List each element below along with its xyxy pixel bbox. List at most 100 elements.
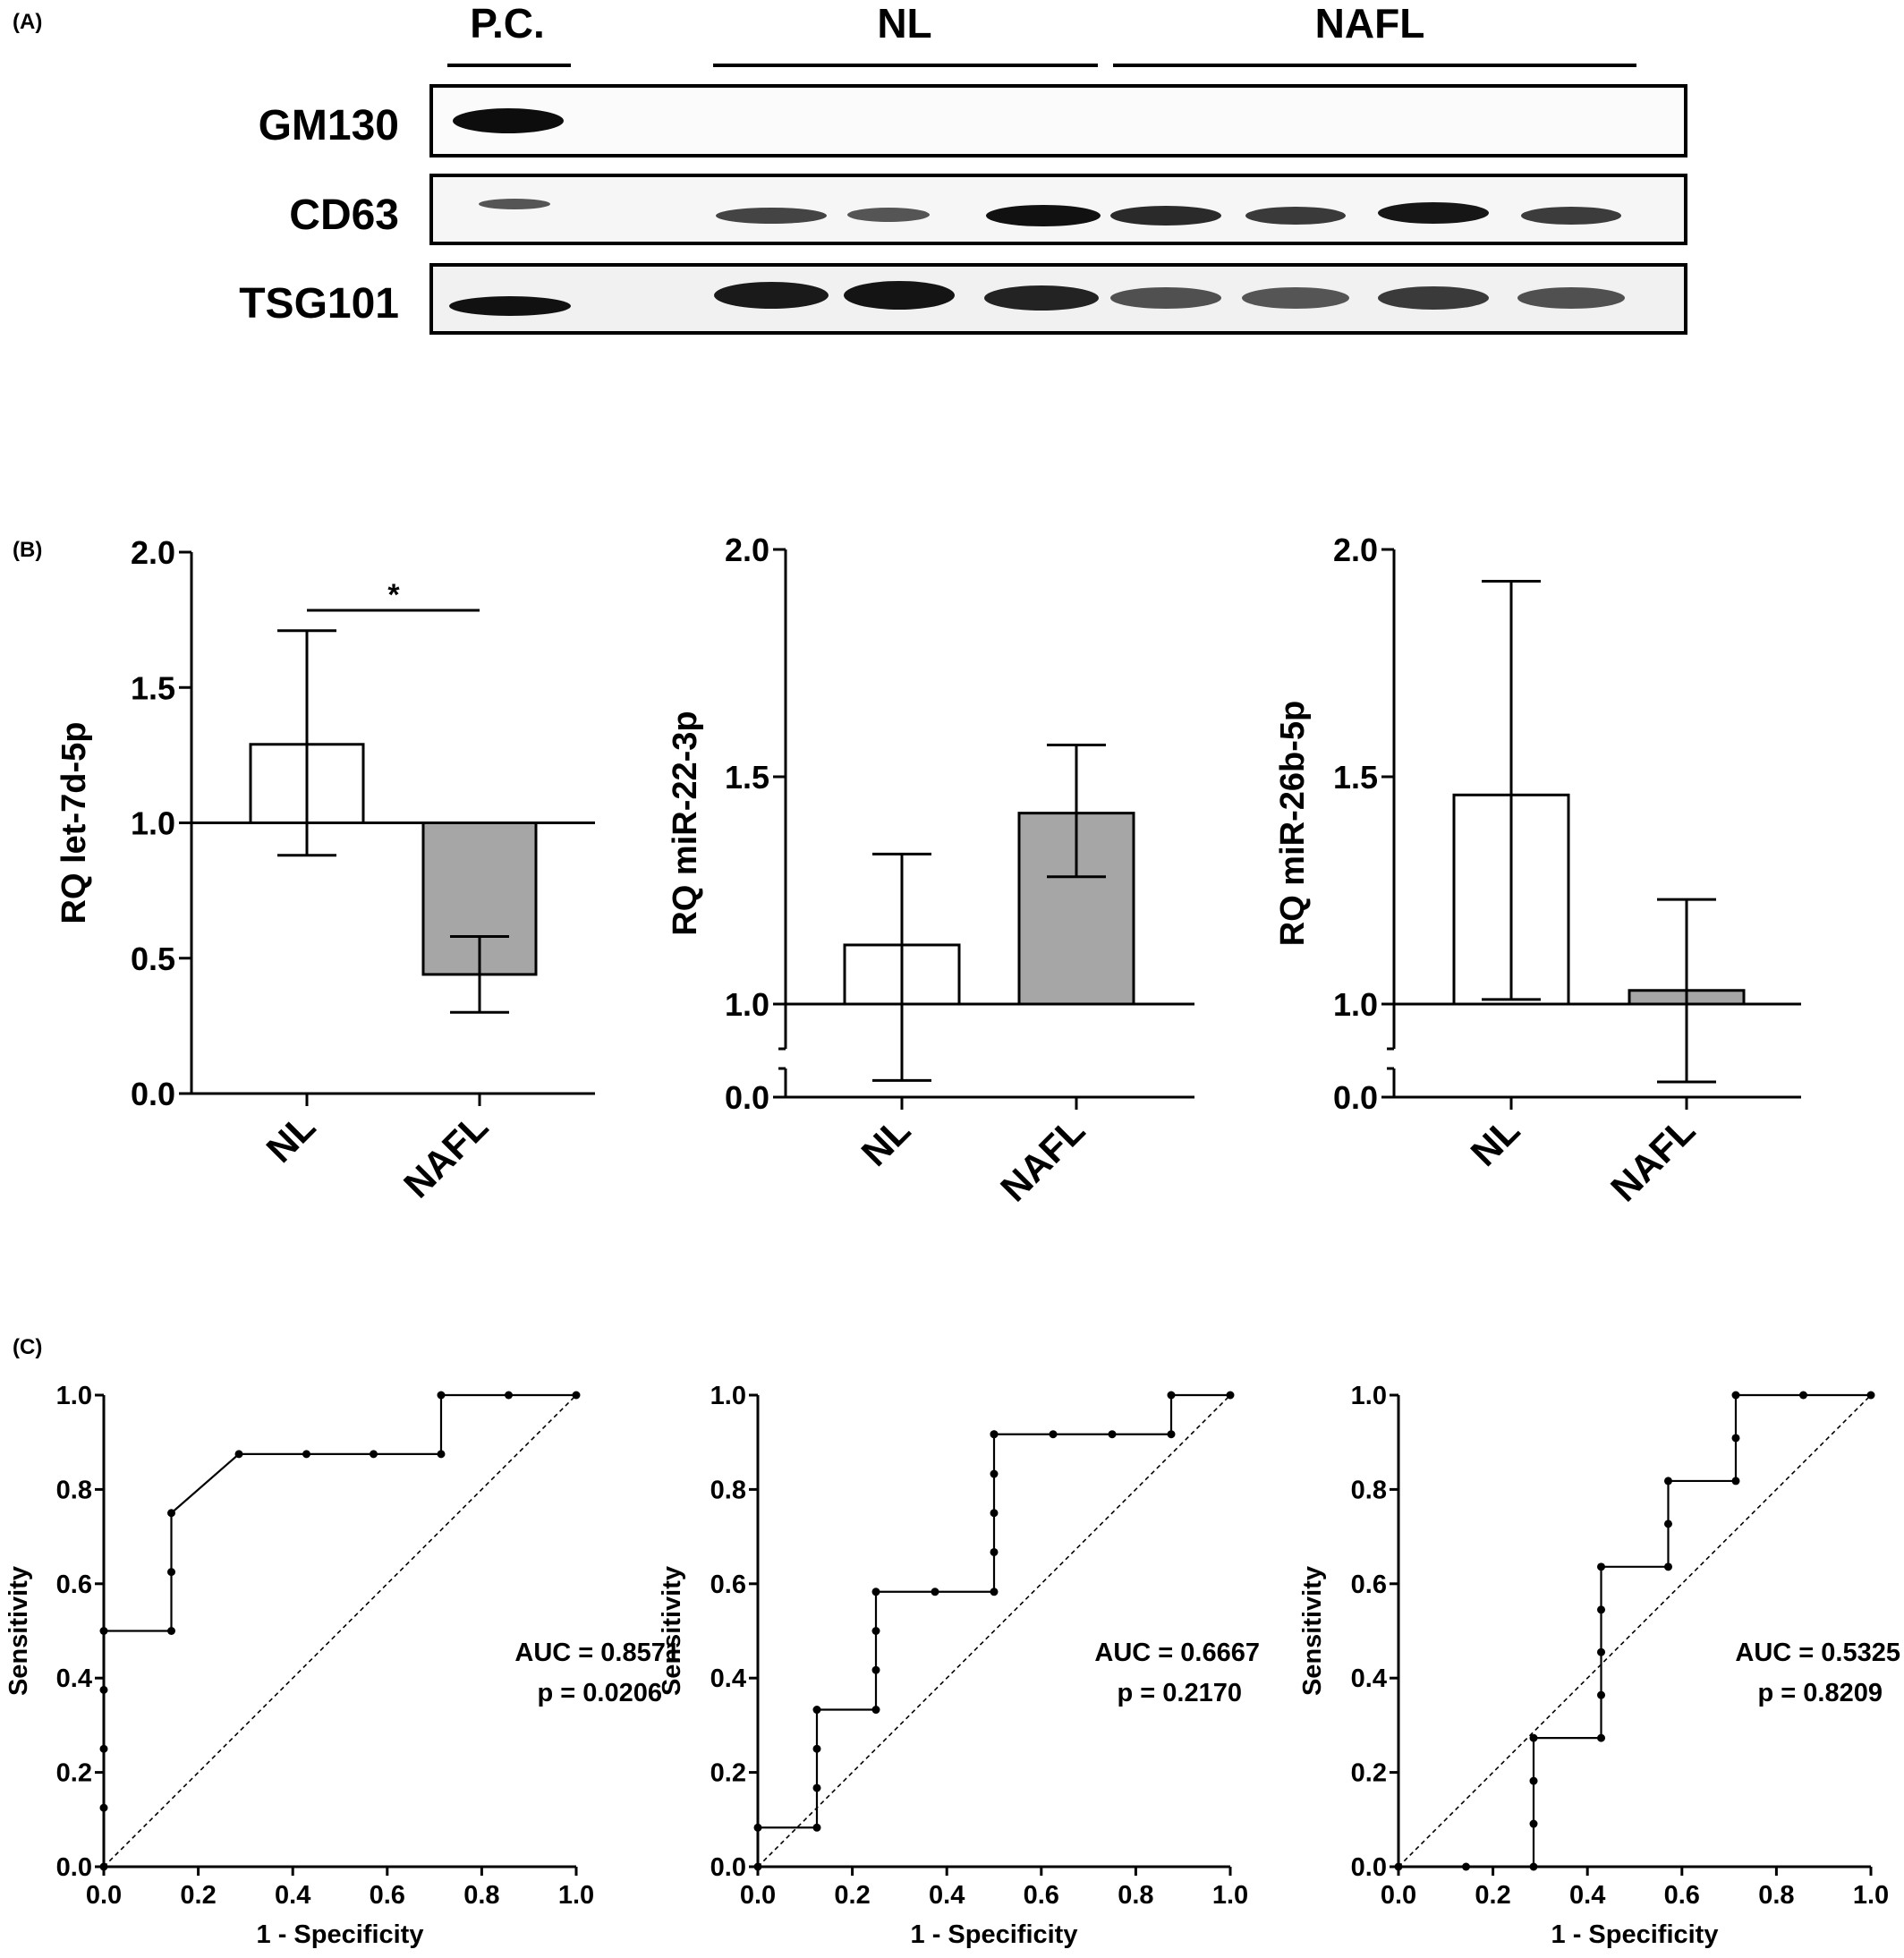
- x-tick-label: 0.0: [740, 1881, 776, 1910]
- roc-point: [1731, 1434, 1740, 1443]
- band: [1245, 207, 1346, 225]
- roc-point: [1167, 1430, 1176, 1439]
- band: [986, 205, 1101, 226]
- y-tick-label: 0.0: [710, 1853, 746, 1882]
- y-axis-title: RQ miR-22-3p: [667, 711, 704, 935]
- roc-point: [1663, 1520, 1672, 1528]
- roc-point: [1529, 1862, 1538, 1871]
- roc-point: [1798, 1391, 1807, 1400]
- y-tick-label: 0.0: [56, 1853, 92, 1882]
- blot-row-tsg101-label: TSG101: [239, 280, 399, 328]
- y-tick-label: 0.4: [710, 1664, 746, 1693]
- y-tick-label: 2.0: [1333, 532, 1378, 568]
- blot-strip-gm130: [429, 84, 1687, 157]
- auc-value-label: AUC = 0.6667: [1094, 1639, 1260, 1667]
- roc-point: [1226, 1391, 1235, 1400]
- roc-point: [871, 1588, 880, 1596]
- x-category-label: NAFL: [1602, 1109, 1703, 1209]
- roc-point: [572, 1391, 581, 1400]
- y-tick-label: 1.5: [131, 669, 175, 706]
- band: [1378, 286, 1489, 310]
- x-tick-label: 0.0: [86, 1881, 122, 1910]
- roc-point: [931, 1588, 939, 1596]
- roc-point: [871, 1627, 880, 1635]
- x-category-label: NL: [259, 1105, 324, 1171]
- roc-point: [812, 1744, 821, 1753]
- y-tick-label: 0.4: [56, 1664, 92, 1693]
- band: [984, 285, 1099, 311]
- x-tick-label: 0.6: [1024, 1881, 1059, 1910]
- y-tick-label: 1.0: [56, 1382, 92, 1410]
- x-tick-label: 0.0: [1381, 1881, 1416, 1910]
- roc-point: [1663, 1562, 1672, 1571]
- bar-chart-let-7d-5p: 0.0 0.5 1.0 1.5 2.0 NL NAFL RQ let-7d-5p *: [55, 534, 595, 1206]
- roc-point: [1167, 1391, 1176, 1400]
- x-tick-label: 0.2: [834, 1881, 870, 1910]
- x-tick-label: 1.0: [558, 1881, 594, 1910]
- y-tick-label: 0.6: [710, 1571, 746, 1599]
- y-tick-label: 0.4: [1351, 1664, 1387, 1693]
- roc-point: [99, 1685, 108, 1694]
- roc-point: [1529, 1733, 1538, 1742]
- y-tick-label: 1.0: [725, 986, 769, 1023]
- x-category-label: NL: [854, 1109, 919, 1174]
- y-tick-label: 0.2: [56, 1759, 92, 1788]
- roc-point: [1529, 1819, 1538, 1828]
- y-axis-title: RQ let-7d-5p: [55, 722, 93, 924]
- x-tick-label: 0.4: [929, 1881, 965, 1910]
- roc-point: [504, 1391, 513, 1400]
- x-tick-label: 0.2: [180, 1881, 216, 1910]
- blot-row-gm130-label: GM130: [259, 102, 399, 149]
- x-tick-label: 1.0: [1212, 1881, 1248, 1910]
- y-tick-label: 1.0: [710, 1382, 746, 1410]
- y-tick-label: 2.0: [131, 534, 175, 571]
- roc-point: [990, 1469, 999, 1478]
- x-tick-label: 0.6: [1664, 1881, 1700, 1910]
- roc-point: [167, 1568, 176, 1577]
- y-axis-title: Sensitivity: [658, 1566, 686, 1696]
- band: [1110, 206, 1221, 226]
- roc-point: [437, 1391, 446, 1400]
- x-category-label: NAFL: [992, 1109, 1092, 1209]
- roc-point: [99, 1627, 108, 1635]
- roc-point: [753, 1823, 762, 1832]
- x-tick-label: 0.8: [463, 1881, 499, 1910]
- bar-chart-mir-22-3p: 0.0 1.0 1.5 2.0 NL NAFL RQ miR-22-3p: [667, 532, 1194, 1210]
- band: [716, 208, 827, 224]
- p-value-label: p = 0.8209: [1758, 1679, 1883, 1707]
- roc-point: [1529, 1776, 1538, 1785]
- band: [847, 208, 930, 222]
- lane-group-nafl-label: NAFL: [1315, 0, 1425, 47]
- roc-point: [871, 1665, 880, 1674]
- y-tick-label: 0.6: [56, 1571, 92, 1599]
- p-value-label: p = 0.0206: [538, 1679, 662, 1707]
- x-tick-label: 0.8: [1118, 1881, 1153, 1910]
- roc-point: [1394, 1862, 1403, 1871]
- roc-point: [234, 1450, 243, 1459]
- roc-point: [812, 1706, 821, 1715]
- panel-label-b: (B): [13, 538, 42, 562]
- roc-point: [302, 1450, 311, 1459]
- y-tick-label: 0.2: [1351, 1759, 1387, 1788]
- roc-point: [1663, 1477, 1672, 1486]
- lane-group-pc-label: P.C.: [470, 0, 545, 47]
- western-blot-panel: (A) P.C. NL NAFL GM130 CD63 TSG101: [13, 0, 1687, 335]
- x-axis-title: 1 - Specificity: [257, 1920, 424, 1949]
- roc-point: [812, 1823, 821, 1832]
- roc-point: [369, 1450, 378, 1459]
- y-tick-label: 0.8: [1351, 1476, 1387, 1504]
- reference-diagonal-line: [103, 1394, 577, 1868]
- x-axis-title: 1 - Specificity: [911, 1920, 1078, 1949]
- roc-point: [871, 1706, 880, 1715]
- band: [1521, 207, 1621, 225]
- roc-point: [812, 1783, 821, 1792]
- roc-point: [167, 1509, 176, 1518]
- roc-point: [1731, 1477, 1740, 1486]
- band: [844, 281, 955, 310]
- y-tick-label: 0.8: [56, 1476, 92, 1504]
- y-axis-title: Sensitivity: [1298, 1566, 1327, 1696]
- roc-curve-mir-22-3p: 0.00.0 0.2 0.2 0.4 0.4 0.6 0.6 0.8 0.8 1.0 1.0 1 - …: [658, 1382, 1260, 1949]
- auc-value-label: AUC = 0.5325: [1735, 1639, 1900, 1667]
- x-category-label: NL: [1463, 1109, 1528, 1174]
- y-axis-title: Sensitivity: [4, 1566, 33, 1696]
